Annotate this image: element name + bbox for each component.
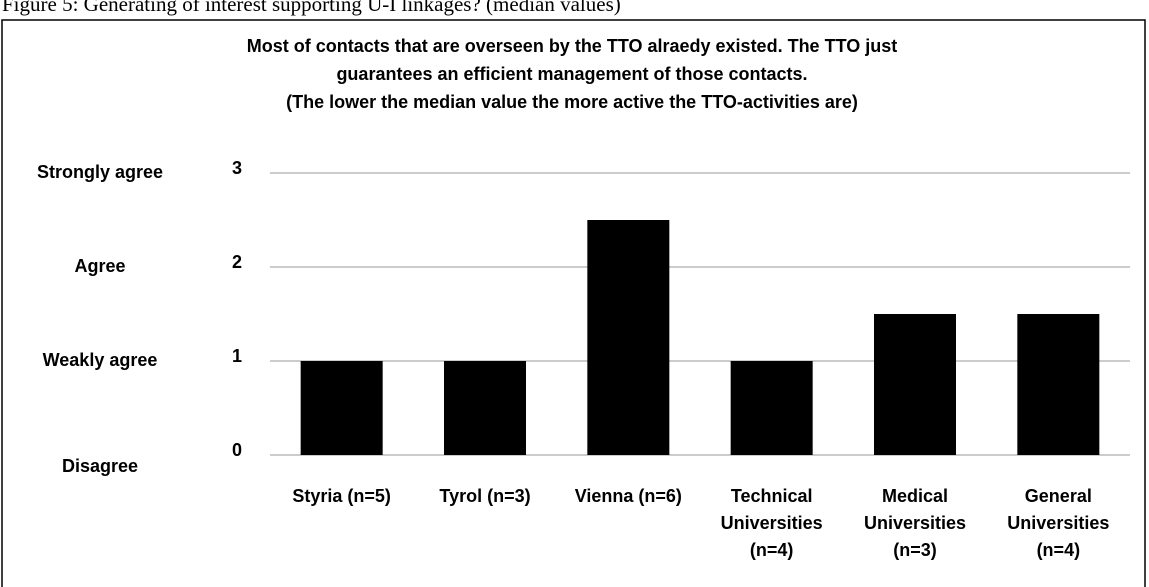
bar (874, 314, 956, 455)
y-tick-label: 0 (232, 440, 242, 460)
figure-caption: Figure 5: Generating of interest support… (2, 0, 621, 16)
x-tick-label: General Universities (n=4) (1007, 486, 1109, 560)
y-tick-name: Strongly agree (37, 162, 163, 182)
chart-title: Most of contacts that are overseen by th… (247, 36, 898, 56)
y-tick-label: 1 (232, 346, 242, 366)
y-tick-label: 3 (232, 158, 242, 178)
x-tick-label: Vienna (n=6) (575, 486, 682, 506)
bar (587, 220, 670, 455)
bar (300, 361, 383, 455)
y-tick-name: Disagree (62, 456, 138, 476)
y-tick-name: Agree (74, 256, 125, 276)
bar (730, 361, 813, 455)
x-tick-label: Styria (n=5) (292, 486, 391, 506)
y-tick-name: Weakly agree (43, 350, 158, 370)
chart-title: (The lower the median value the more act… (286, 92, 858, 112)
x-tick-label: Tyrol (n=3) (439, 486, 530, 506)
x-tick-label: Medical Universities (n=3) (864, 486, 966, 560)
chart-border (1, 19, 1146, 587)
bar (444, 361, 526, 455)
y-tick-label: 2 (232, 252, 242, 272)
bar (1017, 314, 1100, 455)
x-tick-label: Technical Universities (n=4) (721, 486, 823, 560)
chart-title: guarantees an efficient management of th… (336, 64, 807, 84)
